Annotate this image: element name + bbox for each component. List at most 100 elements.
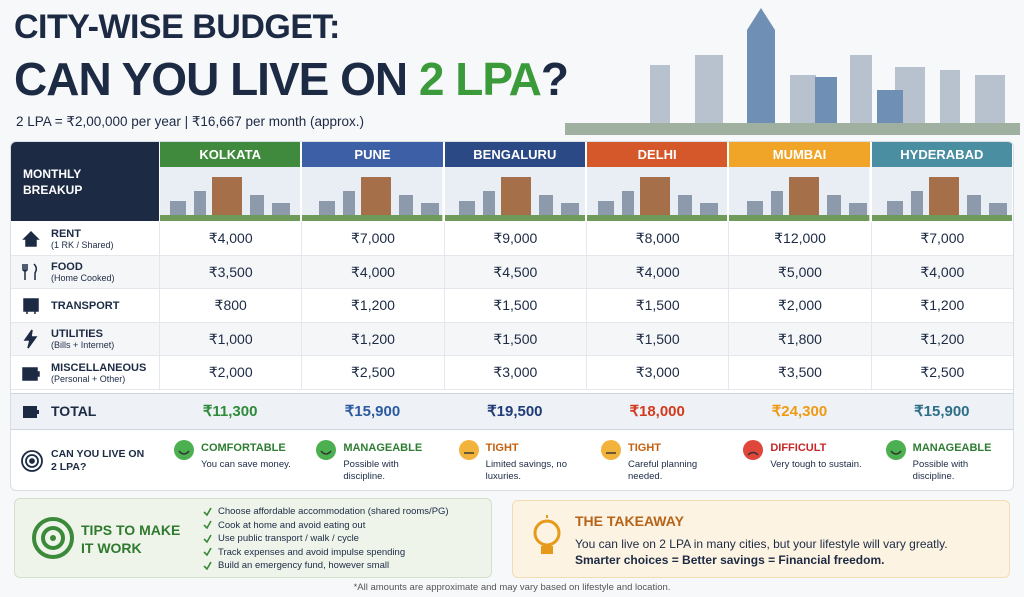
verdict-note: Possible with discipline.	[912, 458, 969, 482]
face	[885, 439, 906, 460]
row-label-cell: MISCELLANEOUS (Personal + Other)	[11, 356, 159, 390]
cost-value: ₹1,200	[870, 322, 1013, 356]
ground	[160, 215, 301, 221]
total-label-cell: TOTAL	[21, 393, 96, 430]
row-label: RENT	[51, 227, 81, 240]
cost-value: ₹4,000	[870, 255, 1013, 289]
check	[203, 548, 212, 557]
building	[640, 177, 670, 221]
tip-text: Cook at home and avoid eating out	[218, 519, 366, 531]
tip-text: Use public transport / walk / cycle	[218, 533, 359, 544]
cost-value: ₹2,000	[159, 356, 301, 390]
takeaway-title: THE TAKEAWAY	[575, 513, 684, 529]
verdict-note: Very tough to sustain.	[770, 458, 862, 470]
verdict-label-cell: CAN YOU LIVE ON 2 LPA?	[21, 433, 157, 489]
verdict-note: Limited savings, no luxuries.	[485, 458, 567, 482]
total-value: ₹18,000	[629, 403, 685, 420]
face	[174, 439, 194, 460]
verdict-cell: COMFORTABLE You can save money.	[173, 439, 299, 489]
face-icon	[458, 439, 479, 460]
verdict-cell: TIGHT Limited savings, no luxuries.	[458, 439, 584, 489]
mouth	[178, 450, 190, 455]
mouth	[320, 450, 332, 455]
wallet-icon	[23, 406, 39, 418]
building	[500, 177, 531, 221]
city-header: PUNE	[302, 142, 443, 167]
city-skyline	[729, 167, 870, 221]
corner-label: MONTHLY BREAKUP	[23, 166, 83, 197]
cost-value: ₹1,500	[443, 289, 586, 323]
face-icon	[743, 439, 764, 460]
row-sublabel: (Home Cooked)	[51, 273, 115, 284]
tips-box: TIPS TO MAKE IT WORK Choose affordable a…	[14, 498, 492, 578]
check-icon	[203, 521, 212, 530]
title-highlight: 2 LPA	[418, 53, 542, 105]
ground	[587, 215, 728, 221]
row-text: UTILITIES (Bills + Internet)	[51, 328, 114, 350]
check	[203, 534, 212, 544]
row-icon	[23, 329, 38, 349]
verdict-cell: MANAGEABLE Possible with discipline.	[885, 439, 1011, 489]
building	[482, 191, 495, 221]
verdict-status: MANAGEABLE	[343, 441, 423, 454]
face	[743, 439, 764, 460]
row-sublabel: (Personal + Other)	[51, 373, 126, 384]
row-text: MISCELLANEOUS (Personal + Other)	[51, 362, 146, 384]
title-line1: CITY-WISE BUDGET:	[14, 8, 340, 46]
total-value: ₹19,500	[487, 403, 543, 420]
verdict-note: Possible with discipline.	[343, 458, 399, 482]
cost-value: ₹1,800	[728, 322, 870, 356]
row-bg	[11, 356, 1013, 390]
total-value: ₹15,900	[344, 403, 401, 420]
city-header: DELHI	[587, 142, 728, 167]
row-label: TRANSPORT	[51, 299, 120, 312]
check-icon	[203, 548, 212, 557]
subtitle: 2 LPA = ₹2,00,000 per year | ₹16,667 per…	[16, 114, 365, 129]
icon-shape	[23, 298, 39, 314]
cost-value: ₹4,000	[586, 255, 728, 289]
face	[458, 439, 479, 460]
tip-text: Track expenses and avoid impulse spendin…	[218, 546, 406, 558]
cost-value: ₹2,500	[870, 356, 1013, 390]
city-skyline	[871, 167, 1012, 221]
check	[203, 561, 212, 571]
building	[343, 191, 356, 221]
footnote: *All amounts are approximate and may var…	[353, 582, 671, 593]
building	[538, 195, 553, 221]
budget-table: MONTHLY BREAKUP KOLKATA PUNE BENGALURU DELHI…	[10, 141, 1014, 491]
row-text: TRANSPORT	[51, 300, 119, 312]
tip-item: Choose affordable accommodation (shared …	[203, 505, 449, 519]
cost-value: ₹2,000	[728, 289, 870, 323]
corner-header: MONTHLY BREAKUP	[11, 142, 159, 221]
face-icon	[885, 439, 906, 460]
cost-value: ₹4,000	[159, 222, 301, 256]
mouth	[747, 451, 759, 456]
cost-value: ₹7,000	[301, 222, 443, 256]
tip-item: Use public transport / walk / cycle	[203, 532, 449, 546]
takeaway-text: You can live on 2 LPA in many cities, bu…	[575, 537, 948, 551]
row-label-cell: RENT (1 RK / Shared)	[11, 222, 159, 256]
building	[399, 195, 414, 221]
verdict-status: MANAGEABLE	[912, 441, 992, 454]
ring	[25, 453, 39, 468]
row-label-cell: UTILITIES (Bills + Internet)	[11, 323, 159, 357]
title-end: ?	[540, 53, 569, 105]
row-icon	[22, 230, 40, 247]
check-icon	[203, 561, 212, 571]
building	[212, 177, 242, 221]
row-label: UTILITIES	[51, 328, 103, 341]
face	[601, 439, 621, 460]
cost-value: ₹3,000	[586, 356, 728, 390]
row-text: RENT (1 RK / Shared)	[51, 228, 114, 250]
face	[316, 439, 337, 460]
cost-value: ₹3,500	[728, 356, 870, 390]
row-bg	[11, 322, 1013, 356]
target-icon	[21, 449, 43, 472]
building	[928, 177, 959, 221]
cost-value: ₹9,000	[443, 222, 586, 256]
building	[678, 195, 692, 221]
cost-value: ₹7,000	[870, 222, 1013, 256]
ground	[729, 215, 870, 221]
ground	[871, 215, 1012, 221]
cost-value: ₹8,000	[586, 222, 728, 256]
